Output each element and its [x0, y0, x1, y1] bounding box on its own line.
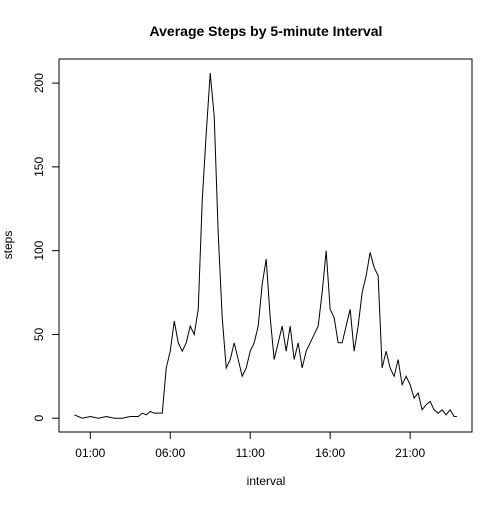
data-line [74, 73, 457, 419]
x-axis-label: interval [247, 474, 286, 488]
x-tick-label: 21:00 [395, 446, 425, 460]
y-tick-label: 100 [32, 240, 46, 260]
y-tick-label: 50 [32, 327, 46, 341]
y-tick-label: 150 [32, 157, 46, 177]
x-tick-label: 06:00 [155, 446, 185, 460]
x-tick-label: 11:00 [236, 446, 265, 460]
x-tick-label: 01:00 [75, 446, 105, 460]
chart-title: Average Steps by 5-minute Interval [150, 23, 383, 39]
y-tick-label: 200 [32, 73, 46, 93]
plot-box [58, 58, 473, 433]
y-tick-label: 0 [32, 415, 46, 422]
y-axis-label: steps [1, 231, 15, 260]
x-tick-label: 16:00 [315, 446, 345, 460]
